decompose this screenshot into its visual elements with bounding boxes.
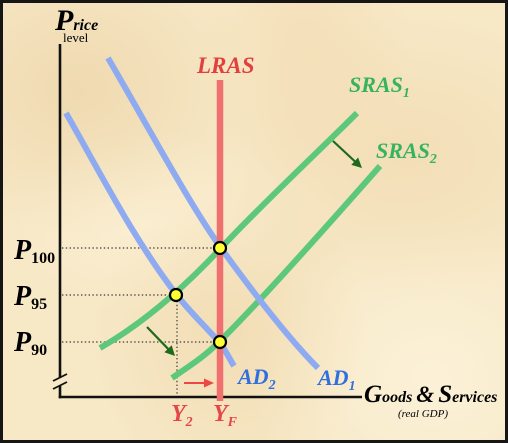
price-label-p95: P95 bbox=[13, 281, 47, 313]
y-axis-title-rest: rice bbox=[73, 17, 98, 34]
sras1-curve bbox=[98, 110, 360, 351]
sras-shift-arrow-upper bbox=[332, 140, 362, 168]
price-label-p90-symbol: P bbox=[13, 327, 32, 358]
sras-shift-arrow-upper-head bbox=[351, 157, 362, 168]
output-shift-arrow-head bbox=[204, 378, 214, 388]
lras-label: LRAS bbox=[196, 53, 255, 78]
equilibrium-point-p95 bbox=[168, 287, 184, 303]
axis-break-stroke-upper bbox=[52, 373, 68, 382]
x-axis-subtitle: (real GDP) bbox=[398, 408, 448, 420]
sras-shift-arrow-lower bbox=[146, 326, 175, 356]
x-axis-title-rest-2: ervices bbox=[452, 389, 497, 406]
output-label-yf-subscript: F bbox=[227, 415, 238, 430]
guide-lines bbox=[62, 247, 214, 396]
price-label-p90-subscript: 90 bbox=[31, 342, 47, 359]
sras1-label-subscript: 1 bbox=[403, 86, 410, 101]
output-label-y2-symbol: Y bbox=[171, 401, 188, 427]
equilibrium-point-p100 bbox=[212, 240, 228, 256]
ad1-label: AD1 bbox=[316, 365, 356, 394]
sras-shift-arrow-upper-shaft bbox=[332, 140, 356, 163]
ad2-label-text: AD bbox=[236, 364, 269, 389]
sras2-curve bbox=[170, 164, 383, 381]
sras1-label-text: SRAS bbox=[349, 72, 403, 97]
axis-break-stroke-lower bbox=[52, 381, 68, 390]
output-label-yf: YF bbox=[213, 401, 238, 430]
sras2-label: SRAS2 bbox=[376, 138, 437, 167]
x-axis-title-conjunction: & bbox=[416, 382, 434, 407]
output-label-y2: Y2 bbox=[171, 401, 193, 430]
y-axis-title-subline: level bbox=[63, 30, 89, 45]
y-axis-title-text: Price bbox=[54, 4, 98, 37]
price-label-p100-symbol: P bbox=[13, 235, 32, 266]
y-axis-title: Price level bbox=[54, 4, 98, 45]
x-axis-title-initial-1: G bbox=[364, 381, 382, 408]
sras2-label-subscript: 2 bbox=[429, 152, 437, 167]
y-axis-title-initial: P bbox=[54, 4, 74, 37]
sras2-label-text: SRAS bbox=[376, 138, 430, 163]
ad1-label-text: AD bbox=[316, 365, 349, 390]
x-axis-title-text: Goods & Services bbox=[364, 381, 497, 408]
ad2-label: AD2 bbox=[236, 364, 276, 393]
price-label-p100: P100 bbox=[13, 235, 55, 267]
price-label-p100-subscript: 100 bbox=[31, 250, 55, 267]
sras-shift-arrow-lower-shaft bbox=[146, 326, 170, 351]
sras-shift-arrow-lower-head bbox=[164, 345, 175, 356]
x-axis-title-rest-1: oods bbox=[382, 389, 412, 406]
sras1-label: SRAS1 bbox=[349, 72, 410, 101]
axis-break-mark bbox=[52, 373, 68, 390]
price-label-p90: P90 bbox=[13, 327, 47, 359]
output-label-y2-subscript: 2 bbox=[185, 415, 193, 430]
axes bbox=[52, 44, 362, 399]
price-label-p95-subscript: 95 bbox=[31, 296, 47, 313]
equilibrium-point-p90 bbox=[212, 334, 228, 350]
ad1-label-subscript: 1 bbox=[349, 379, 356, 394]
x-axis-title: Goods & Services (real GDP) bbox=[364, 381, 497, 420]
output-shift-arrow bbox=[184, 378, 214, 388]
output-label-yf-symbol: Y bbox=[213, 401, 230, 427]
ad2-label-subscript: 2 bbox=[268, 378, 276, 393]
x-axis-title-initial-2: S bbox=[438, 381, 452, 408]
ad2-curve bbox=[63, 111, 237, 368]
price-label-p95-symbol: P bbox=[13, 281, 32, 312]
